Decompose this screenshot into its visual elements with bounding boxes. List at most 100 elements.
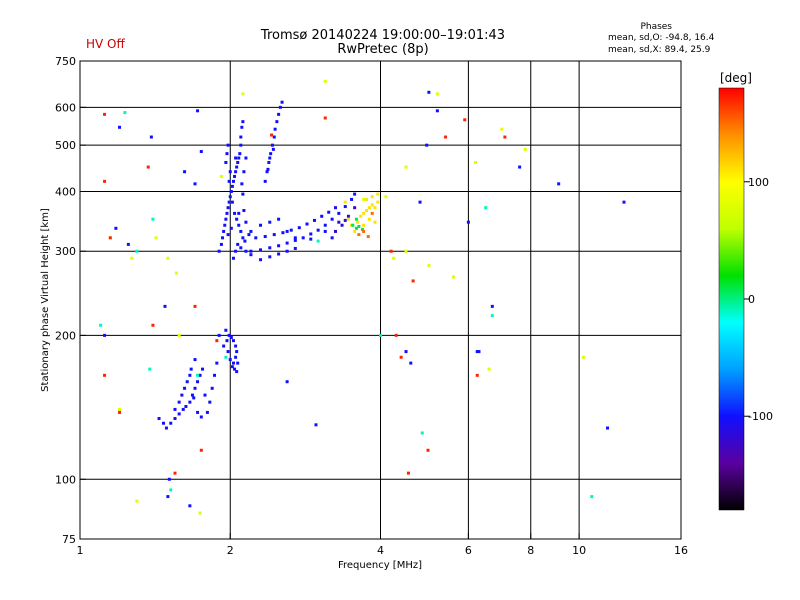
echo-point <box>254 236 258 240</box>
echo-point <box>205 410 209 414</box>
echo-point <box>376 192 380 196</box>
echo-point <box>223 223 227 227</box>
echo-point <box>230 365 234 369</box>
echo-point <box>305 222 309 226</box>
echo-point <box>193 358 197 362</box>
echo-point <box>240 125 244 129</box>
echo-point <box>237 223 241 227</box>
echo-point <box>199 149 203 153</box>
echo-point <box>224 355 228 359</box>
echo-point <box>278 105 282 109</box>
echo-point <box>183 386 187 390</box>
echo-point <box>354 226 358 230</box>
echo-point <box>518 165 522 169</box>
echo-point <box>427 90 431 94</box>
echo-point <box>353 229 357 233</box>
echo-point <box>362 229 366 233</box>
echo-point <box>235 217 239 221</box>
echo-point <box>203 393 207 397</box>
echo-point <box>130 256 134 260</box>
tick-marks <box>79 60 682 540</box>
echo-point <box>277 252 281 256</box>
echo-point <box>234 156 238 160</box>
y-tick-label: 200 <box>55 329 76 342</box>
echo-point <box>196 109 200 113</box>
echo-point <box>244 156 248 160</box>
echo-point <box>188 400 192 404</box>
echo-point <box>164 426 168 430</box>
echo-point <box>235 165 239 169</box>
echo-point <box>475 350 479 354</box>
echo-point <box>243 239 247 243</box>
echo-point <box>103 112 107 116</box>
echo-point <box>201 367 205 371</box>
echo-point <box>224 160 228 164</box>
colorbar-ticks: -100 0 100 <box>744 176 773 423</box>
echo-point <box>259 248 263 252</box>
echo-point <box>337 211 341 215</box>
echo-point <box>356 220 360 224</box>
echo-point <box>199 448 203 452</box>
echo-point <box>229 335 233 339</box>
echo-point <box>370 195 374 199</box>
echo-point <box>404 249 408 253</box>
echo-point <box>353 206 357 210</box>
colorbar-tick-label: 100 <box>748 176 769 189</box>
echo-point <box>233 367 237 371</box>
x-tick-label: 1 <box>77 544 84 557</box>
echo-point <box>242 209 246 213</box>
echo-point <box>477 350 481 354</box>
echo-point <box>365 197 369 201</box>
echo-point <box>177 400 181 404</box>
x-tick-label: 8 <box>527 544 534 557</box>
echo-point <box>309 237 313 241</box>
echo-point <box>404 350 408 354</box>
echo-point <box>281 231 285 235</box>
echo-point <box>350 197 354 201</box>
echo-point <box>235 350 239 354</box>
echo-point <box>193 182 197 186</box>
echo-point <box>230 184 234 188</box>
echo-point <box>346 217 350 221</box>
echo-point <box>181 407 185 411</box>
echo-point <box>233 211 237 215</box>
echo-point <box>490 304 494 308</box>
echo-point <box>394 333 398 337</box>
echo-point <box>316 228 320 232</box>
echo-point <box>357 233 361 237</box>
echo-point <box>239 135 243 139</box>
echo-point <box>149 135 153 139</box>
echo-point <box>228 195 232 199</box>
echo-point <box>190 393 194 397</box>
echo-point <box>273 127 277 131</box>
echo-point <box>259 223 263 227</box>
echo-point <box>500 127 504 131</box>
echo-point <box>367 217 371 221</box>
echo-point <box>215 361 219 365</box>
echo-point <box>333 229 337 233</box>
echo-point <box>231 339 235 343</box>
echo-point <box>280 100 284 104</box>
echo-point <box>340 223 344 227</box>
y-tick-label: 400 <box>55 185 76 198</box>
echo-point <box>266 167 270 171</box>
echo-point <box>177 412 181 416</box>
echo-point <box>118 410 122 414</box>
echo-point <box>146 165 150 169</box>
echo-point <box>118 125 122 129</box>
echo-point <box>236 242 240 246</box>
echo-point <box>362 223 366 227</box>
echo-point <box>226 233 230 237</box>
echo-point <box>199 415 203 419</box>
echo-point <box>444 135 448 139</box>
echo-point <box>198 511 202 515</box>
echo-point <box>320 214 324 218</box>
echo-point <box>330 236 334 240</box>
echo-point <box>163 304 167 308</box>
echo-point <box>268 246 272 250</box>
echo-point <box>293 246 297 250</box>
echo-point <box>229 189 233 193</box>
echo-point <box>154 236 158 240</box>
echo-point <box>285 241 289 245</box>
echo-point <box>217 249 221 253</box>
